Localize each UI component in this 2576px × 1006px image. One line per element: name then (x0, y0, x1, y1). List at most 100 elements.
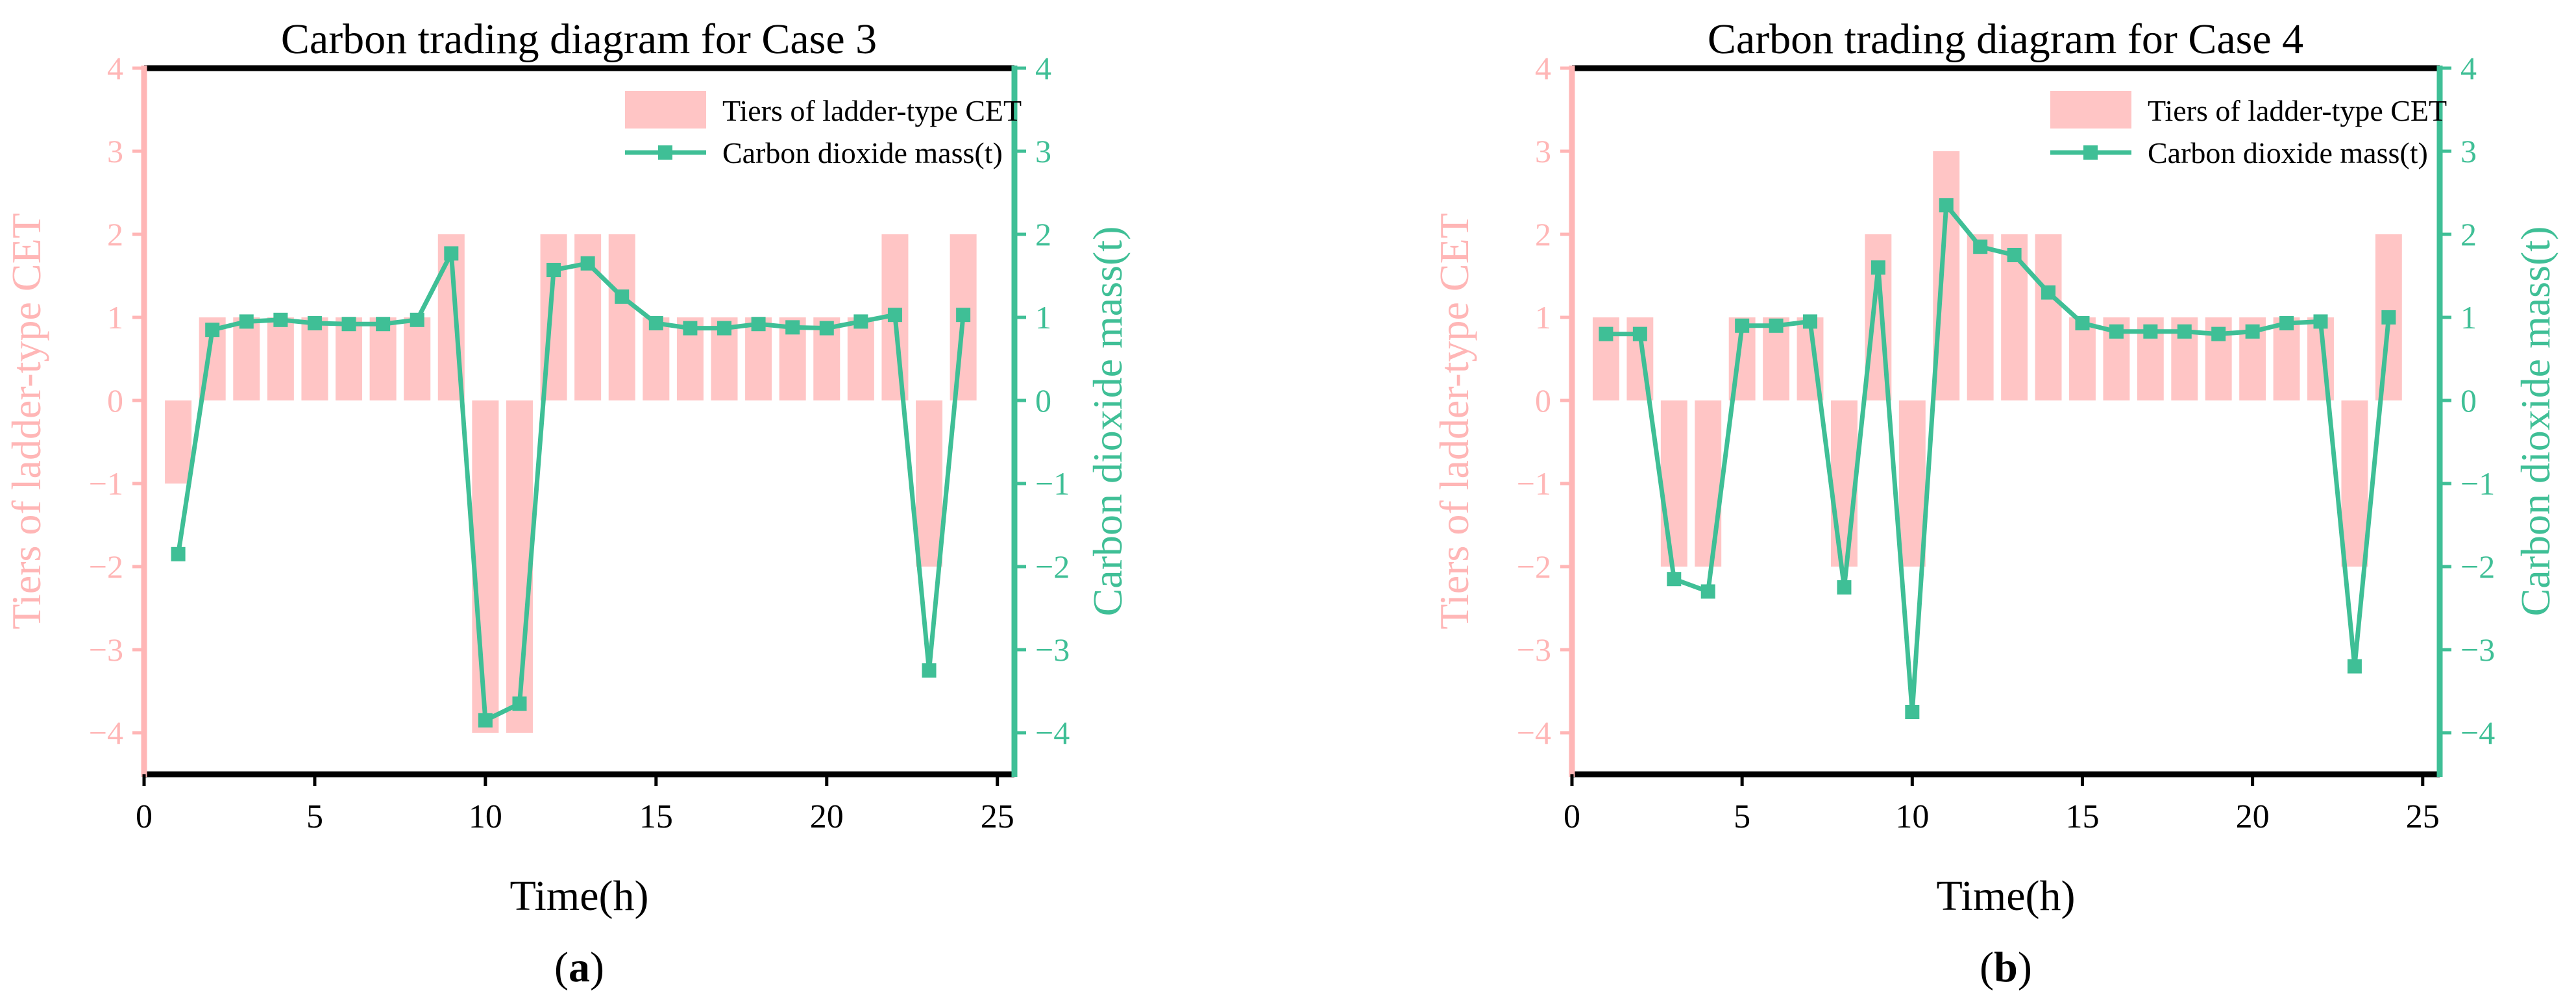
co2-mass-marker (2007, 248, 2022, 262)
co2-mass-line (176, 251, 966, 723)
co2-mass-marker (785, 320, 800, 335)
co2-mass-marker (2211, 326, 2226, 341)
co2-mass-marker (580, 256, 595, 271)
left-y-tick-label: −3 (1517, 632, 1551, 668)
right-y-tick-label: 0 (1035, 382, 1051, 419)
left-y-tick-label: 2 (107, 216, 123, 252)
co2-mass-marker (853, 314, 868, 329)
bar (2035, 234, 2062, 400)
co2-mass-marker (648, 315, 663, 330)
co2-mass-marker (683, 321, 698, 336)
right-y-tick-label: −1 (2460, 465, 2495, 502)
left-y-tick-label: −4 (89, 715, 123, 751)
panel-label-open: ( (1980, 944, 1994, 991)
chart-title: Carbon trading diagram for Case 3 (281, 16, 877, 63)
right-y-tick-label: 4 (2460, 50, 2477, 86)
x-tick-label: 20 (2236, 798, 2270, 835)
left-y-tick-label: −2 (89, 548, 123, 585)
left-y-tick-label: −2 (1517, 548, 1551, 585)
right-y-tick-label: −3 (1035, 632, 1070, 668)
right-y-tick-label: −4 (2460, 715, 2495, 751)
legend-line-label: Carbon dioxide mass(t) (722, 136, 1003, 169)
co2-mass-marker (1769, 318, 1784, 333)
co2-mass-marker (2245, 324, 2260, 339)
x-tick-label: 25 (981, 798, 1014, 835)
co2-mass-marker (2347, 659, 2362, 674)
legend-line-marker (658, 145, 672, 160)
bar (301, 317, 328, 400)
x-tick-label: 20 (810, 798, 844, 835)
right-y-tick-label: −1 (1035, 465, 1070, 502)
right-y-tick-label: 1 (1035, 299, 1051, 336)
right-y-tick-label: 4 (1035, 50, 1051, 86)
co2-mass-marker (239, 314, 254, 329)
co2-mass-marker (922, 663, 937, 678)
co2-mass-marker (956, 308, 971, 323)
co2-mass-marker (1803, 314, 1818, 329)
x-tick-label: 15 (639, 798, 673, 835)
bar (369, 317, 397, 400)
x-tick-label: 10 (469, 798, 502, 835)
panel-label-letter: a (569, 944, 590, 991)
right-y-tick-label: 3 (2460, 133, 2477, 169)
co2-mass-marker (2177, 324, 2192, 339)
co2-mass-marker (887, 308, 902, 323)
co2-mass-marker (546, 263, 561, 278)
right-y-tick-label: −4 (1035, 715, 1070, 751)
bar (2341, 400, 2368, 567)
right-y-axis-label: Carbon dioxide mass(t) (2512, 227, 2558, 617)
co2-mass-line (1606, 202, 2391, 715)
co2-mass-marker (2279, 315, 2294, 330)
panel-label-close: ) (2018, 944, 2032, 991)
bar (404, 317, 431, 400)
bar (233, 317, 260, 400)
co2-mass-marker (717, 321, 731, 336)
co2-mass-marker (1905, 705, 1920, 719)
co2-mass-marker (2313, 314, 2328, 329)
left-y-tick-label: 4 (107, 50, 123, 86)
co2-mass-marker (444, 246, 459, 261)
co2-mass-marker (819, 321, 834, 336)
left-y-tick-label: 2 (1535, 216, 1551, 252)
co2-mass-marker (1667, 572, 1682, 587)
left-y-axis-label: Tiers of ladder-type CET (3, 213, 49, 630)
co2-mass-marker (1700, 584, 1715, 599)
bar (1967, 234, 1994, 400)
bar (472, 400, 499, 733)
x-tick-label: 25 (2406, 798, 2440, 835)
bar (1660, 400, 1687, 567)
panel-label-letter: b (1994, 944, 2018, 991)
bar (1695, 400, 1722, 567)
left-y-axis-label: Tiers of ladder-type CET (1431, 213, 1477, 630)
x-tick-label: 0 (136, 798, 153, 835)
legend-bar-label: Tiers of ladder-type CET (722, 94, 1022, 127)
right-y-tick-label: −2 (2460, 548, 2495, 585)
co2-mass-marker (1735, 318, 1750, 333)
left-y-tick-label: 3 (1535, 133, 1551, 169)
co2-mass-marker (1599, 326, 1613, 341)
co2-mass-marker (171, 546, 186, 561)
right-y-tick-label: 2 (2460, 216, 2477, 252)
bar (267, 317, 294, 400)
co2-mass-marker (273, 312, 288, 327)
bar (1898, 400, 1926, 567)
co2-mass-marker (615, 289, 630, 304)
left-y-tick-label: −1 (1517, 465, 1551, 502)
legend-bar-label: Tiers of ladder-type CET (2148, 94, 2447, 127)
chart-title: Carbon trading diagram for Case 4 (1708, 16, 2303, 63)
bar (165, 400, 192, 484)
chart-panel-a: −4 −4 −3 −3 −2 −2 −1 −1 0 0 1 1 2 2 3 3 4 4 0 5 10 15 20 25 Tier… (3, 16, 1131, 991)
left-y-tick-label: 1 (1535, 299, 1551, 336)
panel-label: (a) (554, 944, 604, 991)
co2-mass-marker (2109, 324, 2124, 339)
legend-line-marker (2083, 145, 2098, 160)
x-axis-label: Time(h) (510, 872, 649, 920)
legend-bar-swatch (625, 91, 706, 129)
right-y-tick-label: −2 (1035, 548, 1070, 585)
co2-mass-marker (2381, 310, 2396, 325)
left-y-tick-label: −3 (89, 632, 123, 668)
x-tick-label: 10 (1895, 798, 1929, 835)
right-y-tick-label: 3 (1035, 133, 1051, 169)
bar (916, 400, 943, 567)
left-y-tick-label: −4 (1517, 715, 1551, 751)
